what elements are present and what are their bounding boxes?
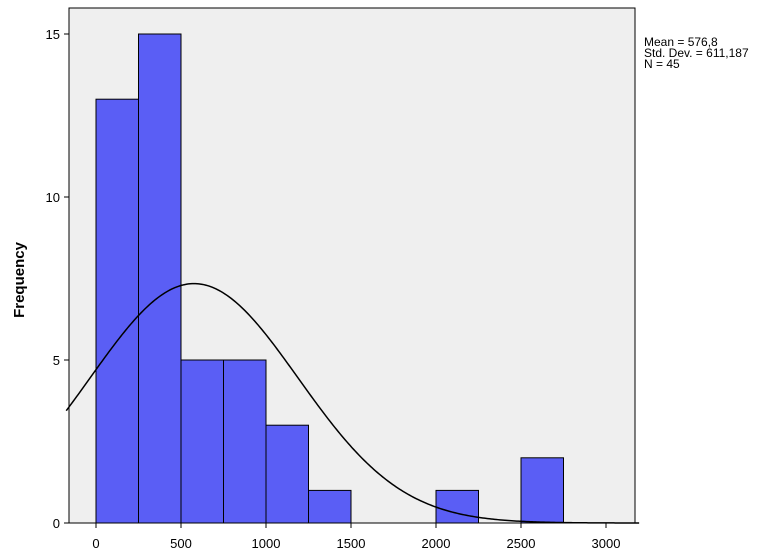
histogram-bar: [435, 489, 479, 524]
histogram-bar: [223, 359, 267, 524]
histogram-bar: [138, 33, 182, 524]
y-tick-label: 5: [53, 353, 60, 368]
histogram-bar: [95, 98, 139, 524]
histogram-bar: [308, 489, 352, 524]
stats-mean: Mean = 576,8: [644, 35, 718, 49]
y-axis-label: Frequency: [11, 241, 28, 318]
histogram-bar: [180, 359, 224, 524]
y-tick-label: 15: [46, 27, 60, 42]
x-tick-label: 1000: [252, 536, 281, 551]
x-tick-label: 1500: [337, 536, 366, 551]
x-tick-label: 2000: [422, 536, 451, 551]
y-tick-label: 10: [46, 190, 60, 205]
x-tick-label: 0: [92, 536, 99, 551]
normal-curve: [65, 282, 640, 524]
stats-n: N = 45: [644, 57, 680, 71]
stats-box: Mean = 576,8 Std. Dev. = 611,187 N = 45: [644, 35, 749, 71]
x-tick-label: 3000: [592, 536, 621, 551]
x-tick-label: 500: [170, 536, 192, 551]
y-tick-label: 0: [53, 516, 60, 531]
x-tick-label: 2500: [507, 536, 536, 551]
stats-std-dev: Std. Dev. = 611,187: [644, 46, 749, 60]
histogram-bar: [265, 424, 309, 524]
histogram-bar: [520, 457, 564, 524]
